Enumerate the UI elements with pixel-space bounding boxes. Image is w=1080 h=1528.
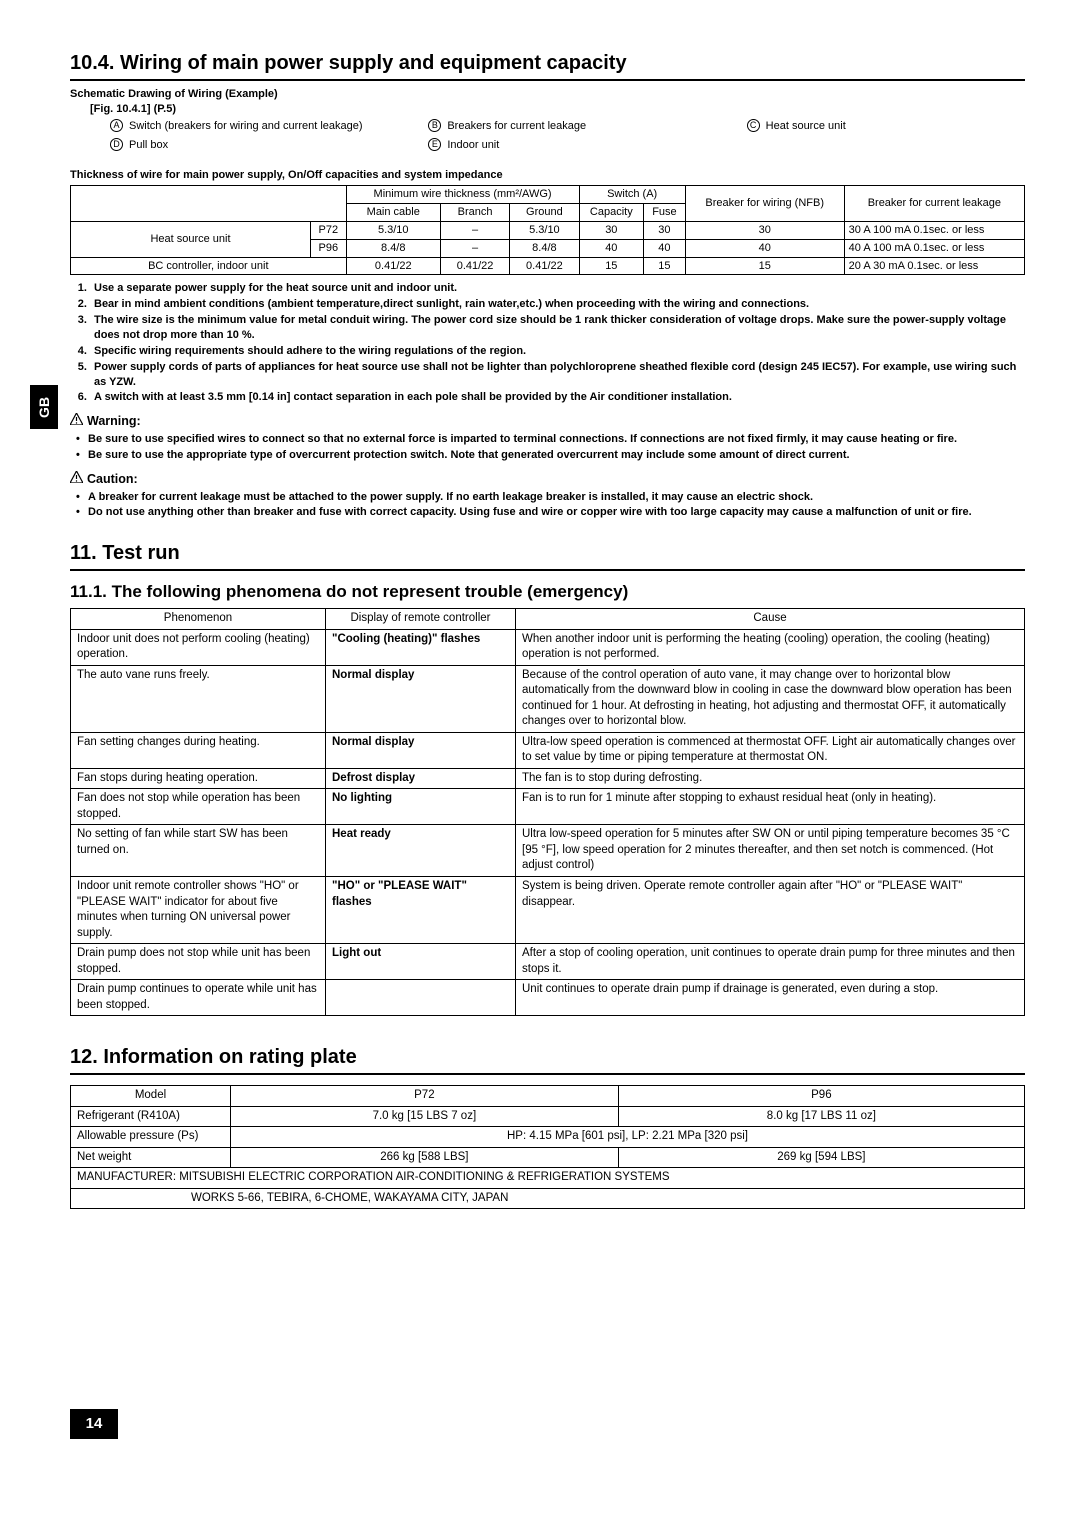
table-row: MANUFACTURER: MITSUBISHI ELECTRIC CORPOR… <box>71 1168 1025 1189</box>
table-row: Drain pump continues to operate while un… <box>71 980 1025 1016</box>
table-row: Heat source unit P72 5.3/10–5.3/10 30303… <box>71 221 1025 239</box>
section-11-title: 11. Test run <box>70 540 1025 571</box>
section-10-4-title: 10.4. Wiring of main power supply and eq… <box>70 50 1025 81</box>
table-row: Indoor unit does not perform cooling (he… <box>71 629 1025 665</box>
wire-thickness-table: Minimum wire thickness (mm²/AWG) Switch … <box>70 185 1025 275</box>
page-content: 10.4. Wiring of main power supply and eq… <box>70 50 1025 1439</box>
caution-item: Do not use anything other than breaker a… <box>70 505 1025 520</box>
table-row: Indoor unit remote controller shows "HO"… <box>71 876 1025 943</box>
legend-row-1: A Switch (breakers for wiring and current… <box>110 119 1025 136</box>
legend-b: Breakers for current leakage <box>447 119 586 134</box>
warning-item: Be sure to use the appropriate type of o… <box>70 448 1025 463</box>
fig-ref: [Fig. 10.4.1] (P.5) <box>90 102 1025 117</box>
table-row: WORKS 5-66, TEBIRA, 6-CHOME, WAKAYAMA CI… <box>71 1188 1025 1209</box>
warning-item: Be sure to use specified wires to connec… <box>70 432 1025 447</box>
legend-e: Indoor unit <box>447 138 499 153</box>
table-row: No setting of fan while start SW has bee… <box>71 825 1025 877</box>
rating-plate-table: Model P72 P96 Refrigerant (R410A) 7.0 kg… <box>70 1085 1025 1209</box>
section-12-title: 12. Information on rating plate <box>70 1044 1025 1075</box>
caution-item: A breaker for current leakage must be at… <box>70 490 1025 505</box>
warning-heading: Warning: <box>70 413 1025 430</box>
section-11-1-title: 11.1. The following phenomena do not rep… <box>70 581 1025 604</box>
note-item: Specific wiring requirements should adhe… <box>90 344 1025 359</box>
legend-marker-c: C <box>747 119 760 132</box>
legend-a: Switch (breakers for wiring and current … <box>129 119 363 134</box>
legend-marker-a: A <box>110 119 123 132</box>
table-row: Fan stops during heating operation.Defro… <box>71 768 1025 789</box>
legend-c: Heat source unit <box>766 119 846 134</box>
legend-marker-d: D <box>110 138 123 151</box>
table-row: Fan does not stop while operation has be… <box>71 789 1025 825</box>
table-row: Fan setting changes during heating.Norma… <box>71 732 1025 768</box>
caution-list: A breaker for current leakage must be at… <box>70 490 1025 521</box>
note-item: The wire size is the minimum value for m… <box>90 313 1025 343</box>
table-row: Allowable pressure (Ps) HP: 4.15 MPa [60… <box>71 1127 1025 1148</box>
table-row: BC controller, indoor unit 0.41/220.41/2… <box>71 257 1025 275</box>
language-tab: GB <box>30 385 58 429</box>
note-item: Use a separate power supply for the heat… <box>90 281 1025 296</box>
note-item: Power supply cords of parts of appliance… <box>90 360 1025 390</box>
schematic-label: Schematic Drawing of Wiring (Example) <box>70 87 1025 102</box>
note-item: A switch with at least 3.5 mm [0.14 in] … <box>90 390 1025 405</box>
caution-icon <box>70 471 83 483</box>
phenomena-table: Phenomenon Display of remote controller … <box>70 608 1025 1016</box>
caution-heading: Caution: <box>70 471 1025 488</box>
warning-list: Be sure to use specified wires to connec… <box>70 432 1025 463</box>
legend-d: Pull box <box>129 138 168 153</box>
table-row: Refrigerant (R410A) 7.0 kg [15 LBS 7 oz]… <box>71 1106 1025 1127</box>
table-row: The auto vane runs freely.Normal display… <box>71 665 1025 732</box>
page-number: 14 <box>70 1409 118 1439</box>
legend-marker-b: B <box>428 119 441 132</box>
warning-icon <box>70 413 83 425</box>
legend-marker-e: E <box>428 138 441 151</box>
notes-list: Use a separate power supply for the heat… <box>90 281 1025 405</box>
table1-caption: Thickness of wire for main power supply,… <box>70 168 1025 183</box>
legend-row-2: D Pull box E Indoor unit <box>110 138 1025 155</box>
table-row: Net weight 266 kg [588 LBS] 269 kg [594 … <box>71 1147 1025 1168</box>
table-row: Drain pump does not stop while unit has … <box>71 944 1025 980</box>
note-item: Bear in mind ambient conditions (ambient… <box>90 297 1025 312</box>
